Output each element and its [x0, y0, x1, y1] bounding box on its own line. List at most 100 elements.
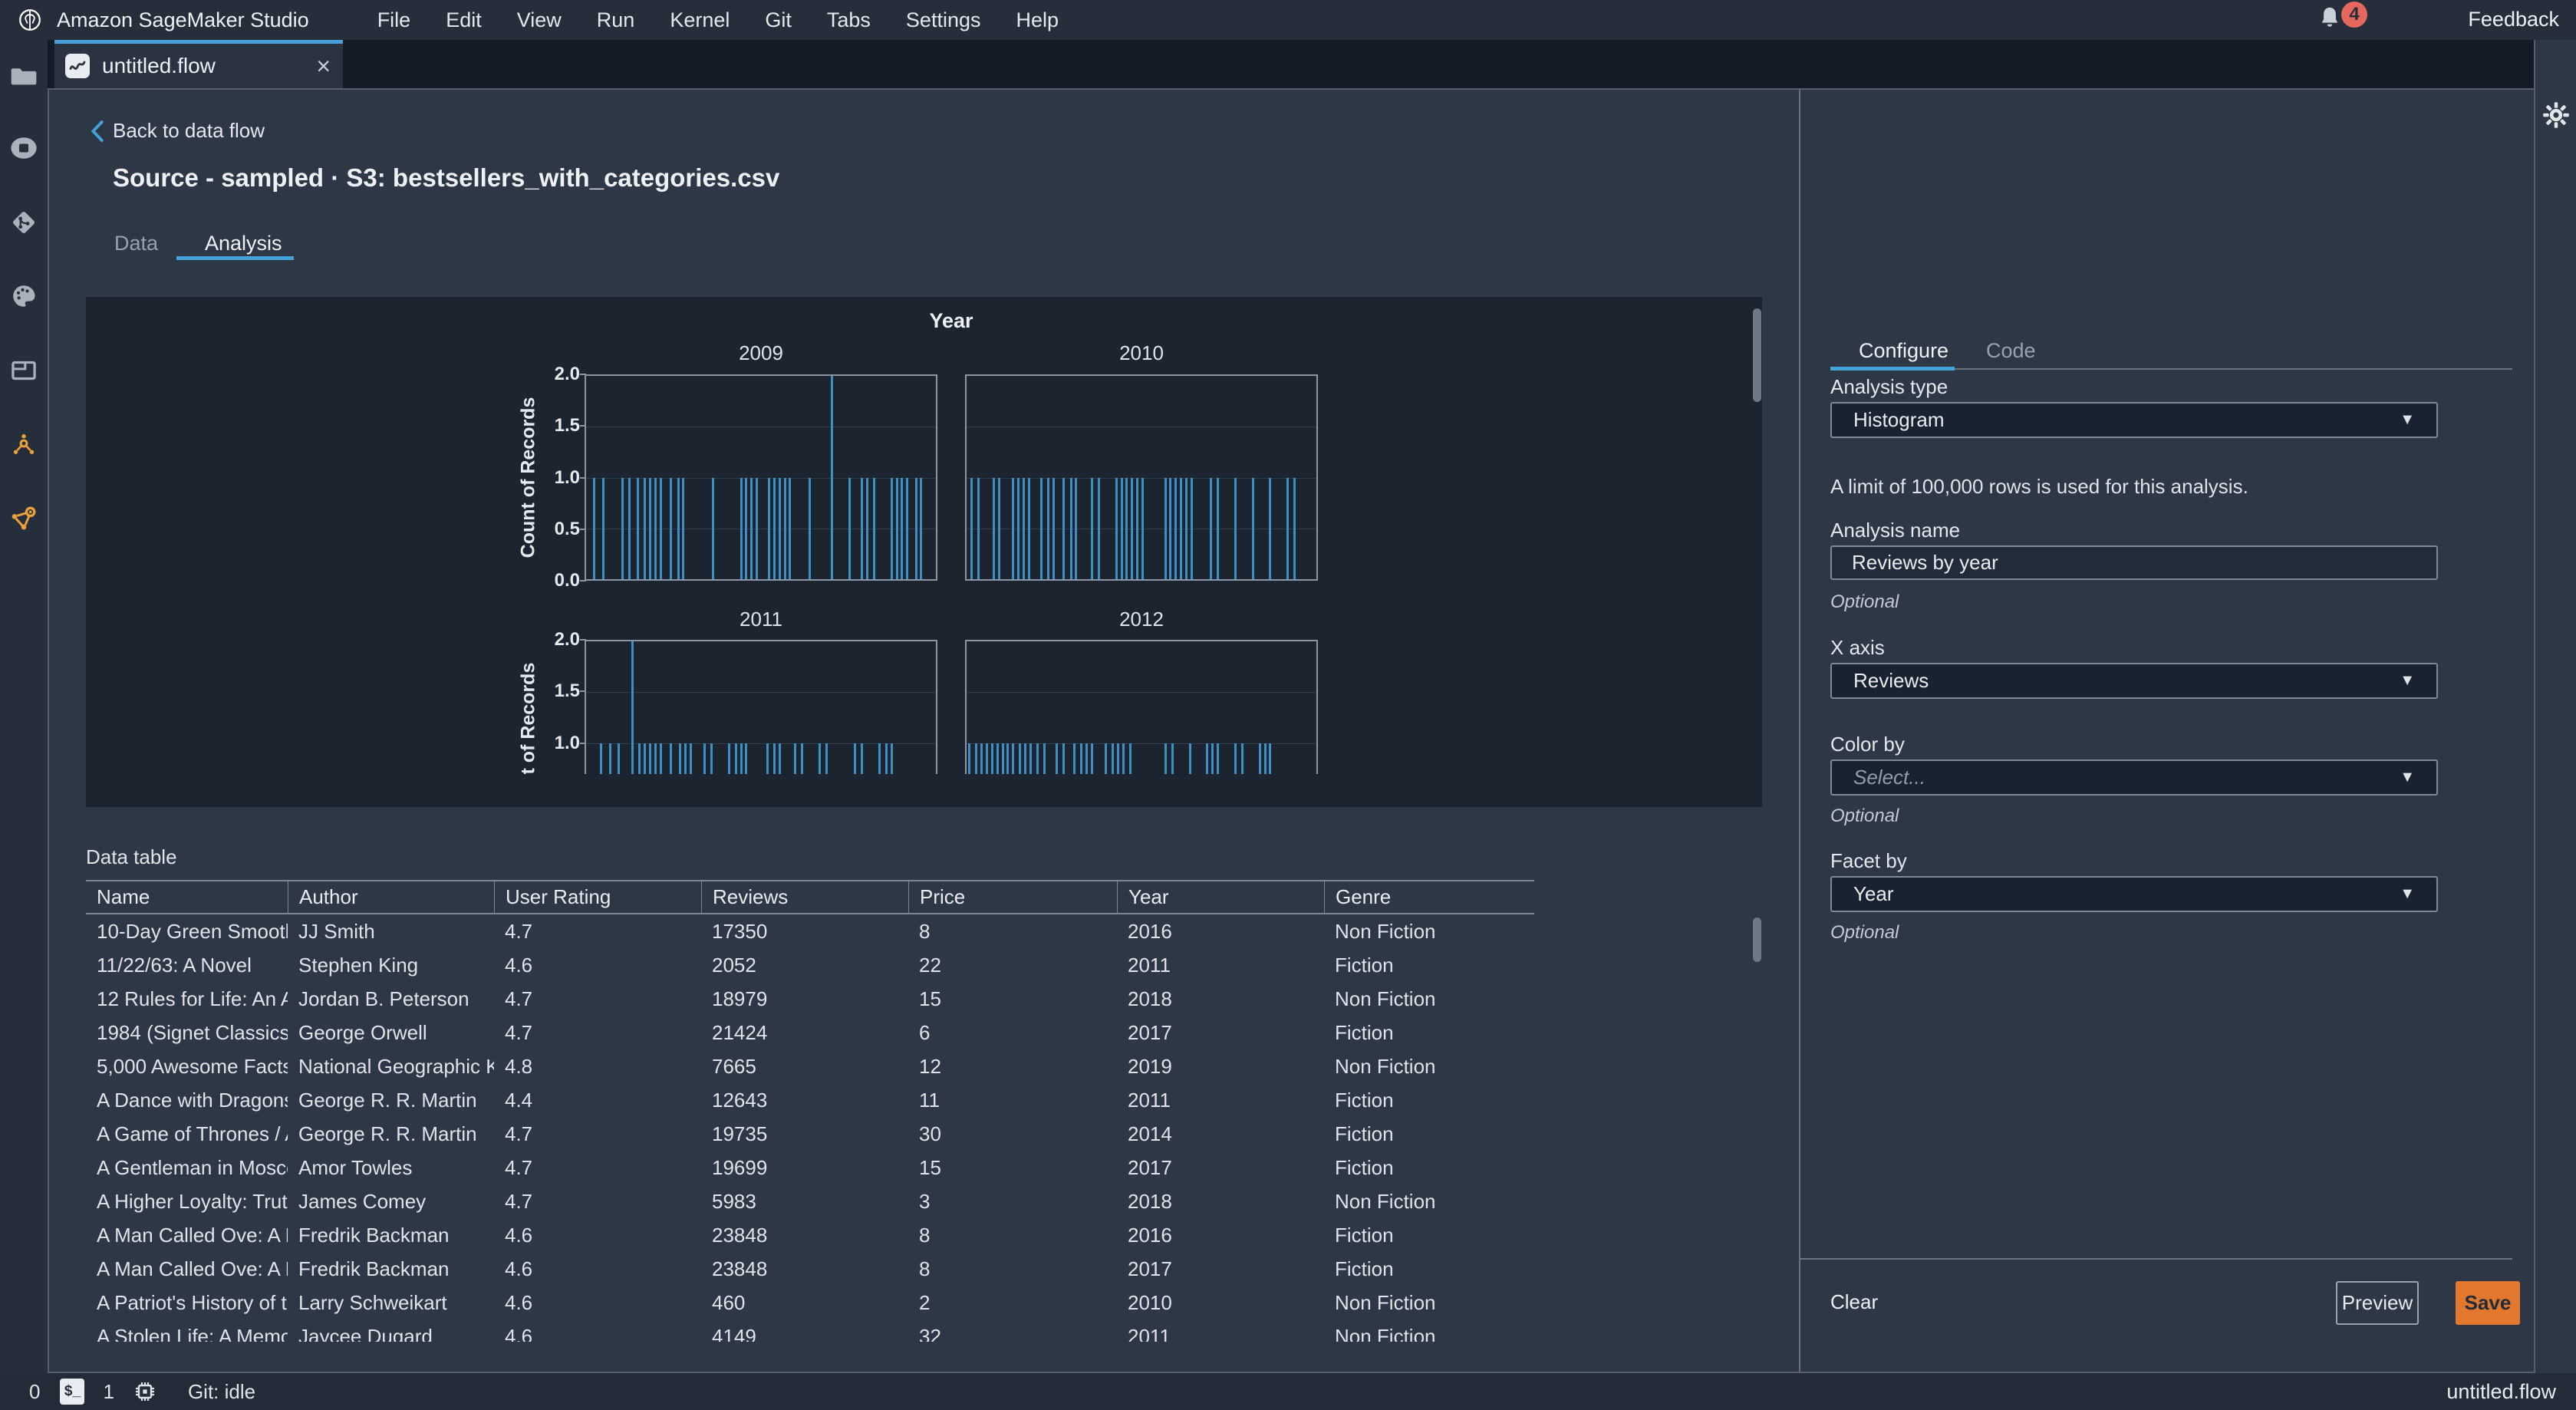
menu-edit[interactable]: Edit [446, 8, 482, 31]
menu-tabs[interactable]: Tabs [826, 8, 871, 31]
histogram-bar [628, 477, 631, 579]
chevron-down-icon: ▼ [2400, 411, 2415, 428]
x-axis-value: Reviews [1853, 669, 1929, 692]
tab-bar: untitled.flow × [48, 40, 2534, 88]
tab-data[interactable]: Data [114, 232, 159, 255]
file-browser-icon[interactable] [10, 62, 38, 94]
histogram-bar [794, 743, 797, 774]
sagemaker-logo [17, 7, 43, 33]
histogram-bar [884, 743, 888, 774]
sagemaker-resources-icon[interactable] [10, 431, 38, 464]
histogram-bar [654, 477, 657, 579]
y-tick-label: 1.5 [554, 680, 580, 702]
analysis-type-select[interactable]: Histogram ▼ [1830, 402, 2438, 438]
table-cell: 4.6 [505, 1324, 533, 1342]
menu-file[interactable]: File [377, 8, 411, 31]
table-cell: Larry Schweikart [298, 1290, 447, 1314]
menu-git[interactable]: Git [765, 8, 792, 31]
terminals-count[interactable]: 0 [29, 1379, 41, 1403]
chevron-down-icon: ▼ [2400, 672, 2415, 689]
kernels-count[interactable]: 1 [103, 1379, 114, 1403]
y-tick-mark [580, 580, 586, 581]
clear-button[interactable]: Clear [1830, 1290, 1879, 1313]
facet-header-2012: 2012 [1119, 608, 1164, 631]
histogram-bar [1234, 743, 1237, 774]
histogram-bar [986, 743, 989, 774]
tab-analysis[interactable]: Analysis [205, 232, 282, 255]
histogram-bar [801, 743, 804, 774]
git-icon[interactable] [9, 208, 38, 241]
bell-icon [2321, 7, 2338, 27]
tab-label: untitled.flow [102, 54, 216, 77]
table-cell: 4.8 [505, 1054, 533, 1078]
terminal-icon[interactable]: $_ [60, 1379, 85, 1405]
table-cell: A Dance with Dragons (... [97, 1088, 288, 1112]
histogram-bar [1136, 477, 1139, 579]
histogram-bar [608, 743, 611, 774]
histogram-bar [638, 743, 641, 774]
histogram-bar [1036, 743, 1039, 774]
table-cell: 17350 [712, 919, 768, 943]
table-cell: 2016 [1128, 1223, 1172, 1247]
y-tick-label: 1.5 [554, 415, 580, 437]
histogram-bar [1190, 477, 1193, 579]
table-cell: Jaycee Dugard [298, 1324, 433, 1342]
table-cell: 2016 [1128, 919, 1172, 943]
facet-by-select[interactable]: Year ▼ [1830, 876, 2438, 912]
gear-icon[interactable] [2542, 101, 2570, 133]
cpu-icon[interactable] [133, 1379, 157, 1404]
histogram-bar [772, 743, 776, 774]
table-scrollbar[interactable] [1753, 917, 1761, 962]
histogram-bar [1024, 743, 1027, 774]
table-cell: 4.6 [505, 1257, 533, 1280]
current-file-name: untitled.flow [2446, 1379, 2556, 1403]
histogram-bar [593, 477, 596, 579]
table-cell: National Geographic Kids [298, 1054, 494, 1078]
menu-help[interactable]: Help [1016, 8, 1059, 31]
back-to-data-flow-link[interactable]: Back to data flow [91, 119, 265, 143]
open-tabs-icon[interactable] [10, 357, 38, 388]
menu-settings[interactable]: Settings [905, 8, 981, 31]
histogram-bar [1293, 477, 1296, 579]
menu-run[interactable]: Run [596, 8, 635, 31]
histogram-bar [1017, 477, 1020, 579]
analysis-name-input[interactable] [1830, 545, 2438, 580]
tab-configure[interactable]: Configure [1859, 339, 1949, 362]
histogram-bar [727, 743, 730, 774]
tab-code[interactable]: Code [1986, 339, 2036, 362]
menu-bar: Amazon SageMaker Studio File Edit View Run K… [0, 0, 2576, 40]
tab-untitled-flow[interactable]: untitled.flow × [54, 40, 343, 88]
sagemaker-components-icon[interactable] [8, 503, 39, 538]
preview-button[interactable]: Preview [2336, 1281, 2419, 1325]
palette-icon[interactable] [10, 282, 38, 314]
notifications-bell[interactable]: 4 [2317, 2, 2367, 38]
table-cell: 10-Day Green Smoothi... [97, 919, 288, 943]
gridline [967, 692, 1316, 693]
y-tick-mark [580, 742, 586, 744]
color-by-select[interactable]: Select... ▼ [1830, 759, 2438, 796]
table-row: A Higher Loyalty: Truth,... James Comey 4.… [86, 1184, 1534, 1218]
menu-view[interactable]: View [516, 8, 562, 31]
close-icon[interactable]: × [316, 52, 331, 80]
x-axis-select[interactable]: Reviews ▼ [1830, 663, 2438, 699]
menu-kernel[interactable]: Kernel [670, 8, 730, 31]
running-instances-icon[interactable] [9, 135, 38, 165]
table-cell: 4.7 [505, 1020, 533, 1044]
save-button[interactable]: Save [2456, 1281, 2520, 1325]
table-cell: 23848 [712, 1223, 768, 1247]
histogram-bar [745, 743, 748, 774]
feedback-link[interactable]: Feedback [2468, 8, 2559, 31]
notification-badge: 4 [2341, 2, 2367, 28]
table-cell: James Comey [298, 1189, 427, 1213]
table-header: Name Author User Rating Reviews Price Year Gen… [86, 880, 1534, 914]
table-cell: 4.6 [505, 953, 533, 977]
histogram-bar [1052, 477, 1055, 579]
table-cell: Jordan B. Peterson [298, 987, 469, 1010]
histogram-bar [906, 477, 909, 579]
chart-scrollbar[interactable] [1753, 308, 1761, 402]
table-cell: 2018 [1128, 1189, 1172, 1213]
histogram-bar [621, 477, 624, 579]
histogram-bar [756, 477, 759, 579]
histogram-bar [1122, 743, 1125, 774]
y-tick-label: 1.0 [554, 466, 580, 488]
